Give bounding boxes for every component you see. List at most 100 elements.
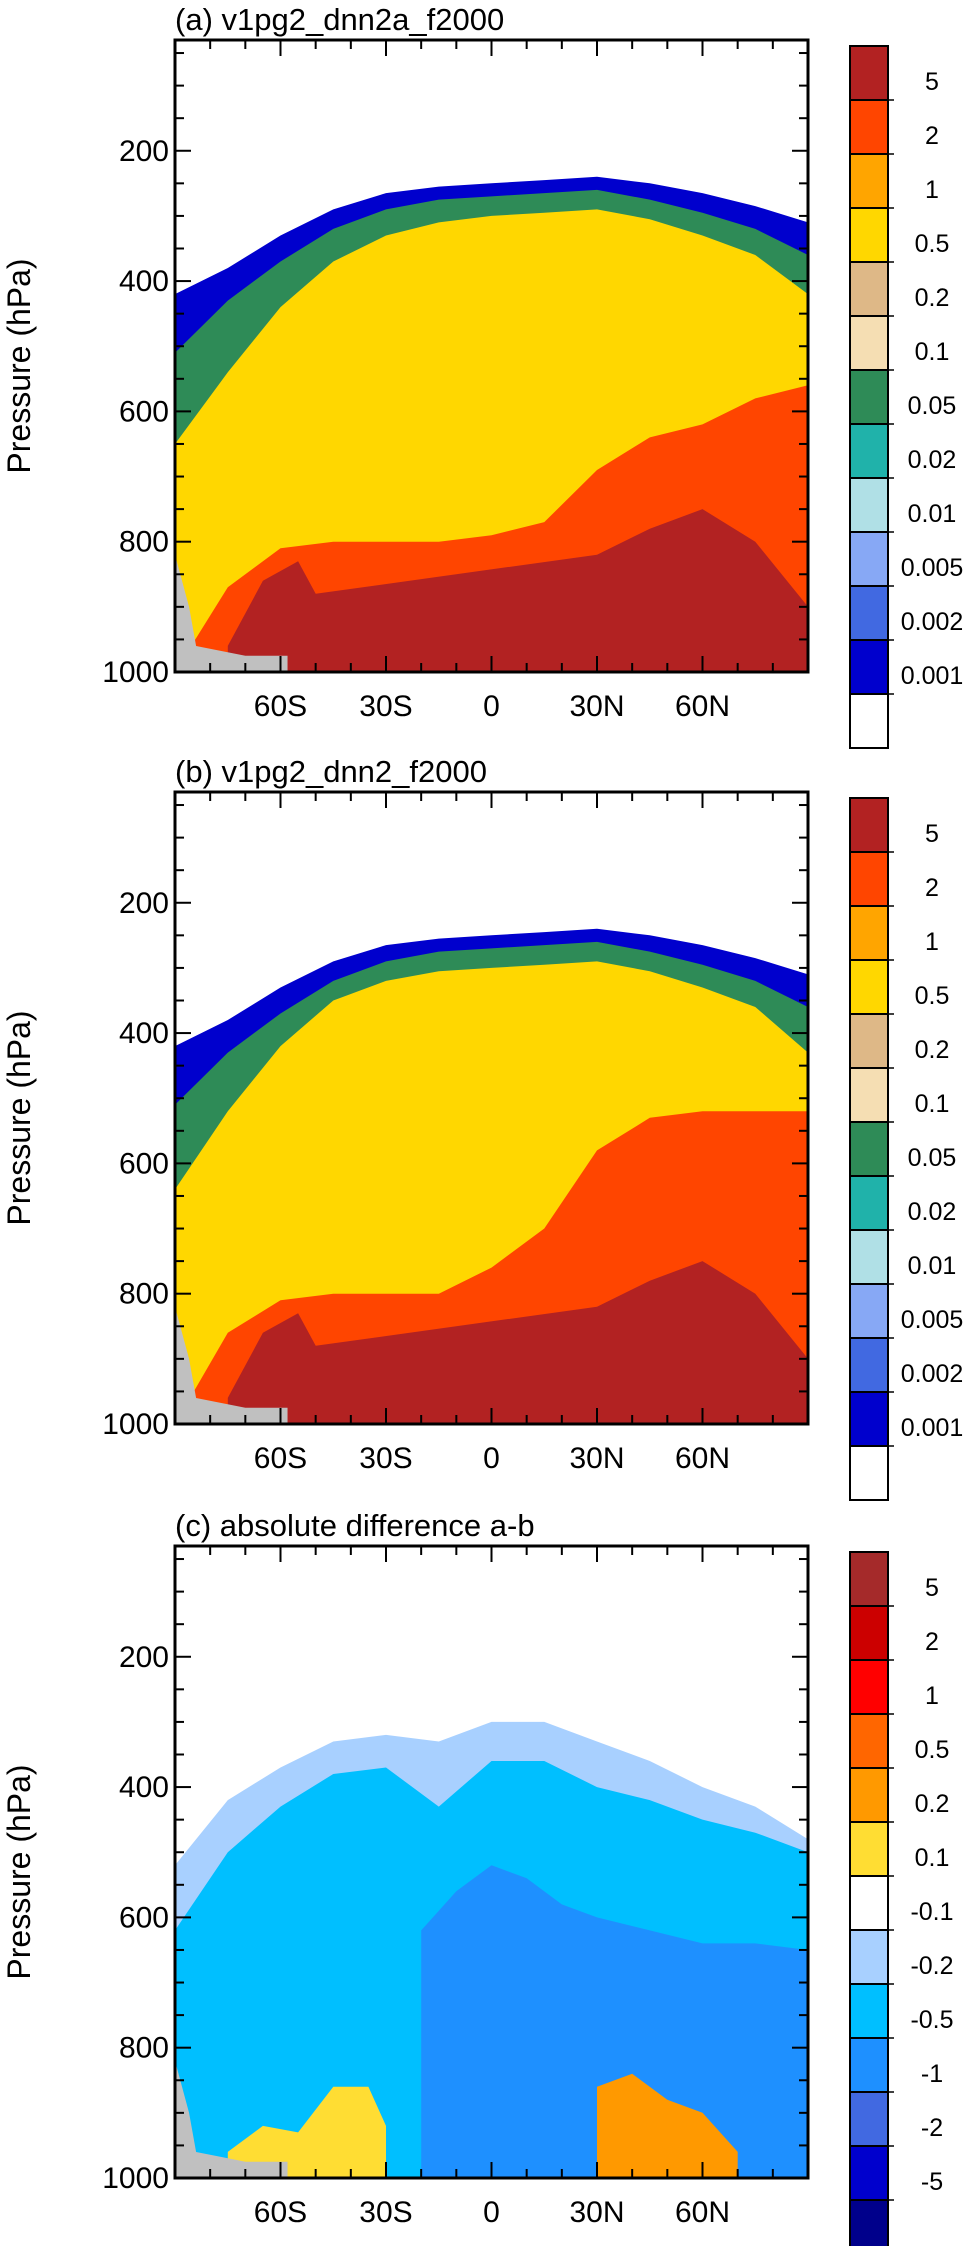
colorbar-label: 0.5 — [915, 1736, 950, 1764]
colorbar-swatch — [849, 2037, 889, 2093]
colorbar-swatch — [849, 1067, 889, 1123]
colorbar-label: -0.1 — [910, 1898, 953, 1926]
y-axis-label: Pressure (hPa) — [1, 258, 37, 473]
colorbar-swatch — [849, 1391, 889, 1447]
chart-title: (c) absolute difference a-b — [175, 1508, 535, 1543]
x-tick-label: 60N — [675, 690, 730, 723]
missing-data-region — [175, 554, 288, 672]
colorbar-label: 0.2 — [915, 1036, 950, 1064]
x-tick-label: 0 — [483, 2196, 500, 2229]
contour-fields — [175, 1721, 808, 2178]
colorbar-swatch — [849, 2145, 889, 2201]
missing-data-region — [175, 1306, 288, 1424]
colorbar-swatch — [849, 851, 889, 907]
y-tick-label: 400 — [119, 265, 169, 298]
x-tick-label: 60N — [675, 2196, 730, 2229]
colorbar-label: 0.01 — [908, 1252, 957, 1280]
colorbar-label: 0.02 — [908, 446, 957, 474]
y-tick-label: 200 — [119, 135, 169, 168]
contour-region-5 — [227, 1261, 808, 1424]
colorbar-swatch — [849, 1983, 889, 2039]
colorbar-swatch — [849, 2091, 889, 2147]
colorbar-swatch — [849, 1875, 889, 1931]
x-tick-label: 0 — [483, 690, 500, 723]
colorbar-label: 2 — [925, 874, 939, 902]
y-tick-label: 1000 — [102, 1408, 169, 1441]
colorbar-label: 0.001 — [901, 1414, 964, 1442]
colorbar-swatch — [849, 1821, 889, 1877]
x-tick-label: 60S — [254, 1442, 307, 1475]
colorbar-swatch — [849, 1713, 889, 1769]
colorbar-swatch — [849, 693, 889, 749]
colorbar-swatch — [849, 261, 889, 317]
panel-a: (a) v1pg2_dnn2a_f2000 200 400 600 800 1000 60S… — [1, 2, 964, 749]
missing-data-region — [175, 2060, 288, 2178]
colorbar-swatch — [849, 1551, 889, 1607]
contour-fields — [175, 176, 808, 672]
colorbar-swatch — [849, 959, 889, 1015]
colorbar-label: 0.1 — [915, 338, 950, 366]
colorbar-label: 0.1 — [915, 1090, 950, 1118]
colorbar-label: 1 — [925, 928, 939, 956]
colorbar-label: 0.05 — [908, 392, 957, 420]
colorbar-swatch — [849, 797, 889, 853]
colorbar-label: 0.001 — [901, 662, 964, 690]
colorbar-label: 2 — [925, 122, 939, 150]
y-tick-label: 800 — [119, 1278, 169, 1311]
colorbar-swatch — [849, 315, 889, 371]
x-tick-label: 60S — [254, 2196, 307, 2229]
colorbar-label: 0.01 — [908, 500, 957, 528]
colorbar-swatch — [849, 1929, 889, 1985]
x-tick-label: 30N — [569, 2196, 624, 2229]
colorbar-swatch — [849, 369, 889, 425]
y-tick-label: 200 — [119, 1641, 169, 1674]
colorbar-label: 0.2 — [915, 284, 950, 312]
colorbar-swatch — [849, 905, 889, 961]
colorbar-label: 0.5 — [915, 982, 950, 1010]
y-tick-label: 200 — [119, 887, 169, 920]
chart-title: (a) v1pg2_dnn2a_f2000 — [175, 2, 504, 37]
y-axis-label: Pressure (hPa) — [1, 1010, 37, 1225]
colorbar-label: 2 — [925, 1628, 939, 1656]
colorbar-swatch — [849, 1659, 889, 1715]
chart-title: (b) v1pg2_dnn2_f2000 — [175, 754, 487, 789]
colorbar-swatch — [849, 1337, 889, 1393]
colorbar-label: 0.005 — [901, 554, 964, 582]
colorbar-swatch — [849, 1013, 889, 1069]
x-tick-label: 0 — [483, 1442, 500, 1475]
x-tick-label: 30S — [359, 2196, 412, 2229]
contour-fields — [175, 928, 808, 1424]
colorbar-swatch — [849, 153, 889, 209]
colorbar-label: 0.02 — [908, 1198, 957, 1226]
colorbar-swatch — [849, 1445, 889, 1501]
colorbar-label: 0.1 — [915, 1844, 950, 1872]
colorbar-swatch — [849, 1605, 889, 1661]
colorbar-swatch — [849, 477, 889, 533]
x-tick-label: 30S — [359, 1442, 412, 1475]
y-tick-label: 600 — [119, 1901, 169, 1934]
colorbar-label: 5 — [925, 820, 939, 848]
contour-region-0_1 — [227, 2086, 386, 2178]
colorbar-swatch — [849, 1121, 889, 1177]
x-tick-label: 30S — [359, 690, 412, 723]
x-tick-label: 30N — [569, 690, 624, 723]
colorbar-label: 5 — [925, 1574, 939, 1602]
colorbar-label: 1 — [925, 1682, 939, 1710]
y-tick-label: 1000 — [102, 2162, 169, 2195]
colorbar-swatch — [849, 207, 889, 263]
colorbar-swatch — [849, 585, 889, 641]
colorbar-swatch — [849, 1283, 889, 1339]
x-tick-label: 30N — [569, 1442, 624, 1475]
colorbar-label: 0.002 — [901, 1360, 964, 1388]
colorbar-label: 0.05 — [908, 1144, 957, 1172]
y-axis-label: Pressure (hPa) — [1, 1764, 37, 1979]
colorbar-label: 0.2 — [915, 1790, 950, 1818]
colorbar-swatch — [849, 423, 889, 479]
colorbar-label: 0.005 — [901, 1306, 964, 1334]
y-tick-label: 600 — [119, 1147, 169, 1180]
y-tick-label: 600 — [119, 395, 169, 428]
panel-b: (b) v1pg2_dnn2_f2000 200 400 600 800 1000 60S 3… — [1, 754, 964, 1501]
colorbar-label: -0.2 — [910, 1952, 953, 1980]
y-tick-label: 400 — [119, 1017, 169, 1050]
